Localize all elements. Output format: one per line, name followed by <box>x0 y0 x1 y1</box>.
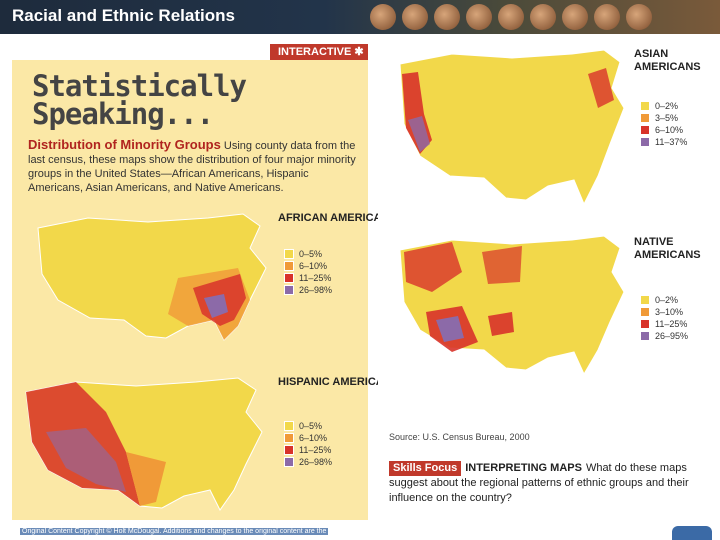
source-note: Source: U.S. Census Bureau, 2000 <box>389 432 530 442</box>
legend-native: 0–2% 3–10% 11–25% 26–95% <box>640 294 698 342</box>
section-heading: Distribution of Minority Groups <box>28 137 221 152</box>
portrait-image <box>434 4 460 30</box>
interactive-badge[interactable]: INTERACTIVE ✱ <box>270 44 368 60</box>
map-label-hispanic: HISPANIC AMERICANS <box>278 376 400 388</box>
portrait-image <box>370 4 396 30</box>
copyright-notice: Original Content Copyright © Holt McDoug… <box>20 528 329 535</box>
publisher-logo <box>672 526 712 540</box>
map-hispanic-americans <box>16 372 278 522</box>
map-asian-americans <box>392 44 627 214</box>
description-text: Using county data from the last census, … <box>28 140 356 194</box>
map-label-asian: ASIAN AMERICANS <box>634 48 701 73</box>
description: Distribution of Minority Groups Using co… <box>28 138 358 195</box>
portrait-image <box>626 4 652 30</box>
portrait-image <box>530 4 556 30</box>
map-african-americans <box>28 208 278 348</box>
skills-badge: Skills Focus <box>389 461 462 476</box>
portrait-image <box>402 4 428 30</box>
map-native-americans <box>392 232 627 382</box>
title-bar: Racial and Ethnic Relations <box>0 0 720 34</box>
skills-heading: INTERPRETING MAPS <box>465 462 582 474</box>
skills-focus: Skills Focus INTERPRETING MAPS What do the… <box>389 461 714 506</box>
legend-african: 0–5% 6–10% 11–25% 26–98% <box>284 248 342 296</box>
map-label-native: NATIVE AMERICANS <box>634 236 701 261</box>
portrait-image <box>594 4 620 30</box>
header-photo-strip <box>360 0 720 34</box>
portrait-image <box>562 4 588 30</box>
portrait-image <box>498 4 524 30</box>
legend-asian: 0–2% 3–5% 6–10% 11–37% <box>640 100 698 148</box>
panel-title: Statistically Speaking... <box>32 69 247 131</box>
portrait-image <box>466 4 492 30</box>
legend-hispanic: 0–5% 6–10% 11–25% 26–98% <box>284 420 342 468</box>
map-label-african: AFRICAN AMERICANS <box>278 212 397 224</box>
skills-question: What do these maps suggest about the reg… <box>389 462 689 504</box>
slide-title: Racial and Ethnic Relations <box>12 6 235 25</box>
